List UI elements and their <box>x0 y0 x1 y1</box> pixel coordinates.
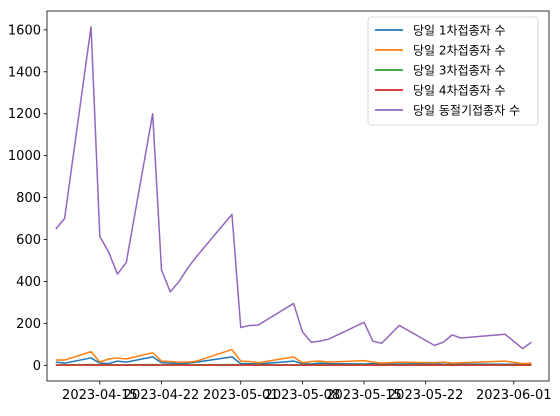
y-tick-label-5: 1000 <box>8 149 41 164</box>
legend: 당일 1차접종자 수당일 2차접종자 수당일 3차접종자 수당일 4차접종자 수… <box>367 16 539 126</box>
y-tick-label-1: 200 <box>16 317 41 332</box>
y-tick-label-3: 600 <box>16 233 41 248</box>
series-lines <box>55 25 532 366</box>
x-tick-label-2: 2023-05-01 <box>203 388 279 403</box>
series-line-2 <box>55 348 532 365</box>
legend-label-1: 당일 1차접종자 수 <box>413 24 506 38</box>
y-tick-label-4: 800 <box>16 191 41 206</box>
series-line-5 <box>55 25 532 350</box>
y-tick-label-0: 0 <box>33 359 41 374</box>
y-tick-label-2: 400 <box>16 275 41 290</box>
x-tick-label-0: 2023-04-15 <box>62 388 138 403</box>
legend-label-2: 당일 2차접종자 수 <box>413 44 506 58</box>
plot-frame <box>46 10 550 382</box>
legend-box <box>367 16 539 126</box>
x-tick-label-5: 2023-05-22 <box>388 388 464 403</box>
legend-label-4: 당일 4차접종자 수 <box>413 84 506 98</box>
y-tick-label-6: 1200 <box>8 107 41 122</box>
x-tick-label-4: 2023-05-15 <box>326 388 402 403</box>
x-tick-label-3: 2023-05-08 <box>265 388 341 403</box>
legend-label-5: 당일 동절기접종자 수 <box>413 104 520 118</box>
series-line-1 <box>55 356 532 365</box>
x-tick-label-1: 2023-04-22 <box>124 388 200 403</box>
y-tick-label-7: 1400 <box>8 65 41 80</box>
x-tick-label-6: 2023-06-01 <box>476 388 552 403</box>
y-tick-label-8: 1600 <box>8 23 41 38</box>
legend-label-3: 당일 3차접종자 수 <box>413 64 506 78</box>
y-axis: 0 200 400 600 800 1000 1200 1400 1600 <box>8 23 47 374</box>
